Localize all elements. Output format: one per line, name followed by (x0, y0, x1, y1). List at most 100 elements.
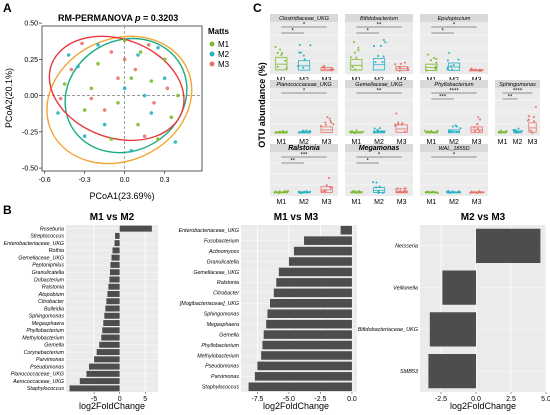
sample-point (328, 177, 331, 180)
bar (273, 288, 352, 298)
pcoa-xlabel: PCoA1(23.69%) (89, 191, 154, 201)
sample-point (434, 67, 437, 70)
sample-point (300, 51, 303, 54)
confidence-ellipse-m2 (46, 35, 193, 165)
sample-point-m2 (173, 140, 178, 144)
sample-point (352, 40, 355, 43)
sample-point (513, 128, 516, 131)
bar (119, 225, 152, 232)
sample-point (429, 59, 432, 62)
x-tick-label: -2.5 (314, 396, 326, 403)
facet-taxon-label: Megamonas (359, 145, 400, 152)
bar (112, 247, 120, 254)
bar-category-label: Enterobacteriaceae_UKG (179, 228, 239, 234)
sig-label: ** (377, 89, 382, 95)
group-tick-label: M1 (351, 199, 361, 206)
facet-taxon-label: Clostridiaceae_UKG (279, 16, 330, 22)
facet-strip (345, 80, 413, 88)
bar-category-label: Phyllobacterium (201, 343, 239, 349)
facet-strip (270, 80, 338, 88)
bar (94, 356, 120, 363)
sig-label: * (378, 153, 381, 159)
bar-category-label: Aerococcaceae_UKG (12, 379, 64, 385)
sample-point (399, 187, 402, 190)
sample-point (446, 59, 449, 62)
sample-point-m3 (152, 101, 156, 105)
group-tick-label: M2 (513, 139, 523, 146)
bar-category-label: Methylobacterium (22, 335, 64, 341)
sample-point-m2 (96, 43, 100, 47)
facet-strip (270, 14, 338, 22)
bar (261, 351, 352, 360)
sample-point (450, 65, 453, 68)
facet-taxon-label: Epulopiscium (438, 16, 471, 22)
sig-label: ** (290, 159, 295, 165)
bar (103, 320, 120, 326)
sample-point (308, 129, 311, 132)
sample-point-m1 (129, 76, 134, 80)
sig-label: ** (377, 23, 382, 29)
box (275, 56, 288, 71)
sample-point (276, 51, 279, 54)
sample-point (407, 68, 410, 71)
bar-category-label: [Mogibacteriaceae]_UKG (179, 301, 239, 307)
y-tick-label: -0.25 (22, 129, 38, 136)
x-tick-label: 5.0 (541, 396, 550, 403)
sample-point (353, 51, 356, 54)
bar-category-label: Bifidobacteriaceae_UKG (358, 327, 419, 333)
box (528, 122, 537, 133)
bar (99, 341, 120, 348)
sig-label: * (453, 23, 456, 29)
sample-point (280, 53, 283, 56)
sample-point-m1 (176, 93, 180, 98)
sample-point (517, 127, 520, 130)
bar-category-label: Parvimonas (36, 357, 64, 363)
bar-category-label: Rothia (49, 248, 64, 254)
group-tick-label: M2 (374, 199, 384, 206)
sig-label: * (366, 29, 369, 35)
sample-point (448, 52, 451, 55)
bar (106, 298, 120, 305)
bar (101, 334, 120, 341)
sample-point-m3 (116, 76, 120, 80)
bar (108, 283, 120, 290)
x-tick-label: 0.3 (160, 177, 170, 184)
sample-point (284, 59, 287, 62)
bar-category-label: Granulicatella (207, 259, 239, 265)
x-tick-label: 0.0 (347, 396, 357, 403)
sample-point-m3 (146, 43, 151, 47)
sample-point-m2 (76, 64, 80, 69)
sample-point (384, 41, 387, 44)
x-tick-label: 5 (143, 396, 147, 403)
sample-point (435, 57, 438, 60)
sample-point-m3 (109, 50, 114, 54)
bar (248, 382, 352, 392)
sample-point (395, 112, 398, 115)
box-plot-grid: OTU abundance (%) Clostridiaceae_UKG M1 M2… (257, 14, 540, 206)
y-tick-label: -0.50 (22, 166, 38, 173)
bar-category-label: Parvimonas (211, 374, 239, 380)
confidence-ellipse-m1 (64, 37, 188, 154)
bar2-title: M1 vs M3 (274, 212, 319, 223)
sample-point-m3 (69, 67, 74, 72)
sample-point (357, 49, 360, 52)
deseq-bar-charts: M1 vs M2 M1 vs M3 M2 vs M3 -5 0 5 Roseburia… (4, 212, 550, 411)
panel-label-c: C (253, 1, 262, 15)
sample-point (325, 184, 328, 187)
bar-category-label: Bulleidia (44, 306, 64, 312)
sample-point (401, 122, 404, 125)
bar (254, 372, 352, 381)
bar-category-label: Pseudomonas (30, 364, 64, 370)
sample-point (435, 61, 438, 64)
bar (429, 312, 476, 347)
group-tick-label: M1 (426, 139, 436, 146)
sample-point (357, 46, 360, 49)
sample-point (529, 129, 532, 132)
bar-category-label: Roseburia (40, 226, 64, 232)
bar-category-label: Megasphaera (207, 322, 239, 328)
legend-key-m2 (209, 51, 215, 57)
sample-point-m1 (156, 137, 160, 141)
sample-point (378, 127, 381, 130)
sample-point-m2 (162, 76, 167, 80)
sample-point-m1 (89, 86, 94, 91)
